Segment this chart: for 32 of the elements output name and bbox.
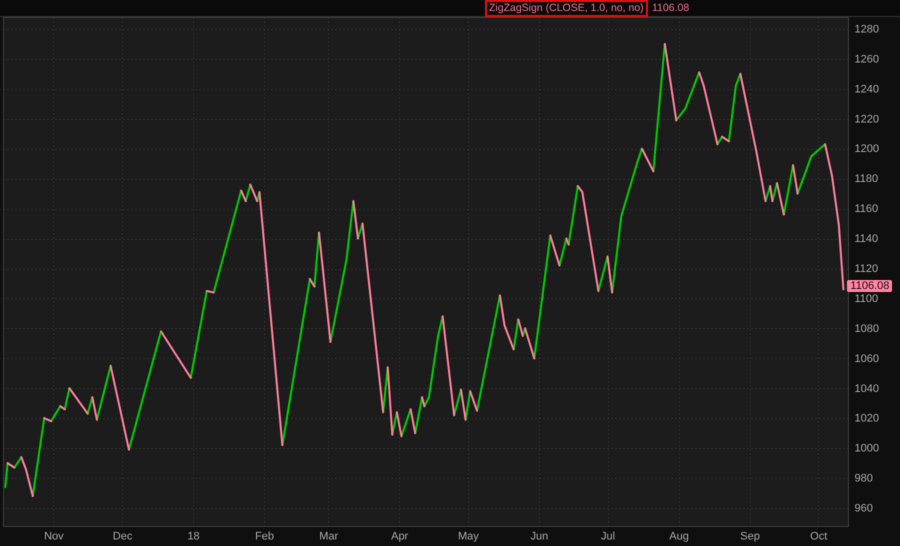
x-tick-label: Sep: [740, 530, 760, 542]
x-tick-label: Dec: [112, 530, 133, 542]
y-tick-label: 1220: [854, 113, 879, 126]
x-tick-label: May: [458, 530, 480, 542]
y-tick-label: 1080: [854, 322, 879, 335]
x-tick-label: Jun: [530, 530, 548, 542]
y-tick-label: 1240: [854, 83, 879, 96]
y-tick-label: 1140: [854, 233, 878, 246]
y-tick-label: 1040: [854, 382, 879, 395]
x-tick-label: Nov: [44, 530, 64, 542]
x-tick-label: Jul: [601, 530, 616, 542]
x-tick-label: Feb: [255, 530, 274, 542]
x-tick-label: Oct: [810, 530, 828, 542]
y-tick-label: 1100: [854, 292, 878, 305]
x-tick-label: Aug: [669, 530, 689, 542]
y-tick-label: 1120: [854, 263, 878, 276]
y-tick-label: 1000: [854, 442, 879, 455]
text: 1106.08: [652, 1, 690, 16]
y-tick-label: 960: [854, 502, 873, 515]
y-tick-label: 1020: [854, 412, 879, 425]
y-tick-label: 1060: [854, 352, 879, 365]
y-tick-label: 1200: [854, 143, 879, 156]
y-tick-label: 980: [854, 472, 873, 485]
annotation: 1106.08: [847, 280, 892, 292]
x-tick-label: Apr: [391, 530, 409, 542]
x-tick-label: 18: [187, 530, 200, 542]
chart-title: ZigZagSign (CLOSE, 1.0, no, no): [485, 0, 648, 17]
y-tick-label: 1260: [854, 53, 879, 66]
y-tick-label: 1280: [854, 23, 879, 36]
y-tick-label: 1160: [854, 203, 878, 216]
x-tick-label: Mar: [319, 530, 338, 542]
y-tick-label: 1180: [854, 173, 878, 186]
